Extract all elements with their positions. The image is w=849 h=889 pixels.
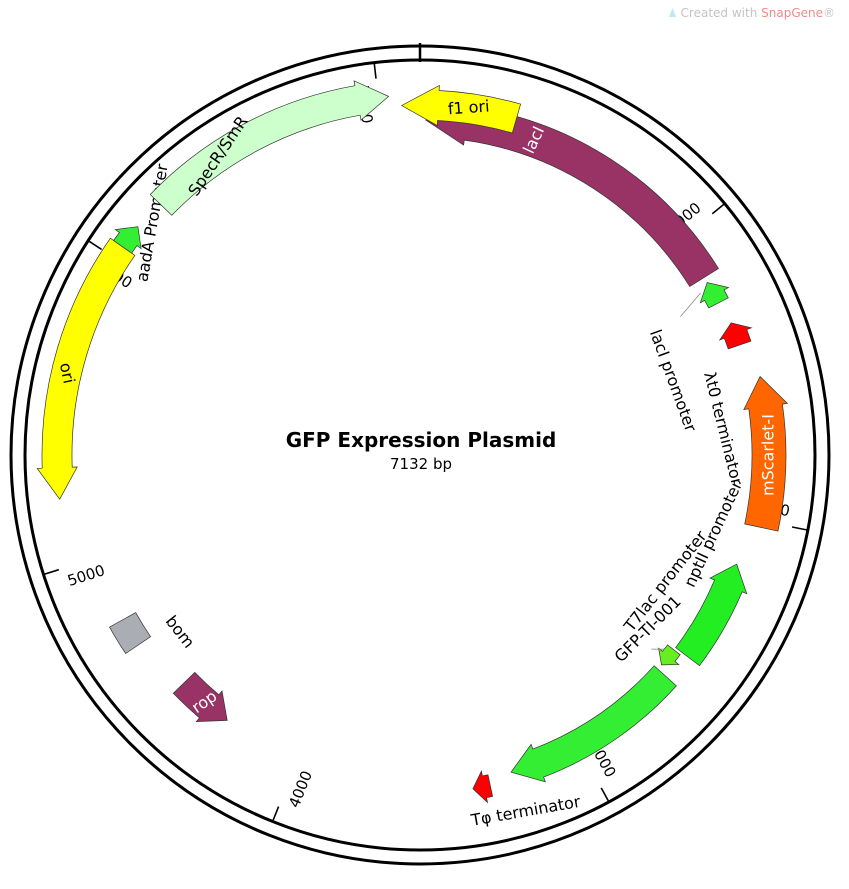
plasmid-name: GFP Expression Plasmid xyxy=(286,428,557,452)
tphi-terminator-shape xyxy=(472,770,494,804)
bom-label: bom xyxy=(162,612,199,652)
mscarlet-shape xyxy=(743,375,789,532)
ori-label: ori xyxy=(56,361,79,385)
feature-rop[interactable]: rop xyxy=(172,671,228,722)
snapgene-logo-icon xyxy=(668,8,676,17)
t7lac-promoter-shape xyxy=(658,644,681,666)
watermark-brand: SnapGene xyxy=(761,6,823,20)
tick-mark-4000 xyxy=(271,806,280,822)
nptii-promoter-shape xyxy=(675,563,748,667)
rop-shape xyxy=(172,671,228,722)
aada-promoter-shape xyxy=(113,226,142,254)
tick-label-4000: 4000 xyxy=(285,768,316,810)
laci-promoter-leader xyxy=(680,292,701,317)
feature-ori[interactable]: ori xyxy=(36,237,136,500)
tick-mark-6000 xyxy=(87,240,103,251)
lt0-terminator-label: λt0 terminator xyxy=(700,370,747,488)
feature-f1-ori[interactable]: f1 ori xyxy=(400,84,522,134)
tick-mark-1000 xyxy=(711,202,726,215)
plasmid-length: 7132 bp xyxy=(390,455,452,473)
watermark-text: Created with xyxy=(680,6,762,20)
lt0-terminator-shape xyxy=(718,322,753,350)
laci-promoter-shape xyxy=(699,282,730,309)
watermark-registered: ® xyxy=(823,6,835,20)
tick-mark-3000 xyxy=(600,787,610,803)
specr-shape xyxy=(149,80,390,216)
feature-nptii-promoter[interactable]: nptII promoter xyxy=(675,477,748,667)
feature-mscarlet[interactable]: mScarlet-I xyxy=(743,375,789,532)
f1-ori-label: f1 ori xyxy=(447,96,490,118)
gfp-shape xyxy=(510,665,677,783)
tick-label-5000: 5000 xyxy=(65,561,107,590)
ori-shape xyxy=(36,237,136,500)
tick-mark-2000 xyxy=(791,526,808,531)
feature-bom[interactable]: bom xyxy=(109,612,199,654)
f1-ori-shape xyxy=(400,84,522,134)
snapgene-watermark: Created with SnapGene® xyxy=(668,6,835,20)
feature-lt0-terminator[interactable]: λt0 terminator xyxy=(700,322,753,488)
tick-mark-7000 xyxy=(373,62,377,79)
feature-laci[interactable]: lacI xyxy=(425,100,719,287)
laci-promoter-label: lacI promoter xyxy=(646,327,701,435)
laci-shape xyxy=(425,100,719,287)
feature-specr[interactable]: SpecR/SmR xyxy=(149,80,390,216)
mscarlet-label: mScarlet-I xyxy=(759,414,778,496)
tick-mark-5000 xyxy=(43,568,60,576)
bom-shape xyxy=(109,612,152,654)
